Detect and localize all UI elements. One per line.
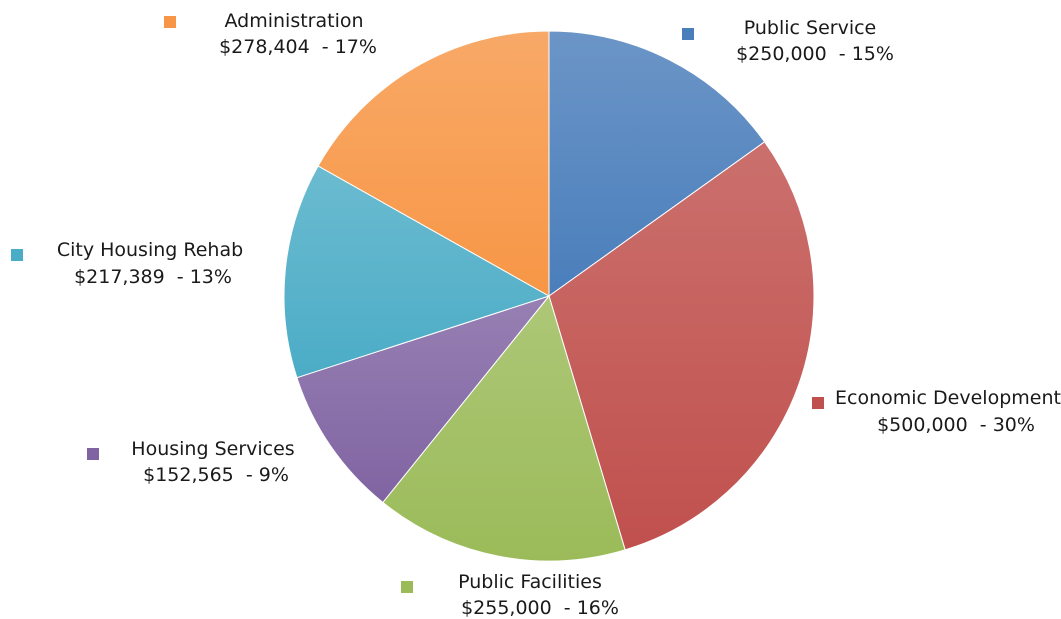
pie-slices <box>283 30 815 562</box>
legend-marker-housing-services <box>87 448 99 460</box>
slice-label-public-facilities: Public Facilities <box>458 571 602 593</box>
slice-label-city-housing-rehab: City Housing Rehab <box>57 239 243 261</box>
pie-slice-public-service <box>548 30 766 297</box>
legend-marker-administration <box>164 16 176 28</box>
slice-label-housing-services: Housing Services <box>131 438 294 460</box>
pie-slice-public-facilities <box>382 294 626 562</box>
slice-value-public-facilities: $255,000 - 16% <box>461 597 619 619</box>
slice-value-administration: $278,404 - 17% <box>219 36 377 58</box>
slice-value-economic-development: $500,000 - 30% <box>877 414 1035 436</box>
pie-slice-housing-services <box>296 295 551 504</box>
legend-marker-public-service <box>682 28 694 40</box>
slice-labels: Public Service $250,000 - 15% Economic Dev… <box>11 10 1061 619</box>
slice-label-public-service: Public Service <box>744 17 877 39</box>
pie-slice-economic-development <box>548 141 815 551</box>
slice-value-housing-services: $152,565 - 9% <box>143 464 289 486</box>
legend-marker-economic-development <box>812 397 824 409</box>
pie-slice-administration <box>317 30 550 297</box>
legend-marker-public-facilities <box>401 581 413 593</box>
legend-marker-city-housing-rehab <box>11 249 23 261</box>
slice-value-city-housing-rehab: $217,389 - 13% <box>74 266 232 288</box>
slice-label-economic-development: Economic Development <box>835 387 1061 409</box>
slice-value-public-service: $250,000 - 15% <box>736 43 894 65</box>
pie-slice-city-housing-rehab <box>283 165 551 379</box>
slice-label-administration: Administration <box>224 10 363 32</box>
